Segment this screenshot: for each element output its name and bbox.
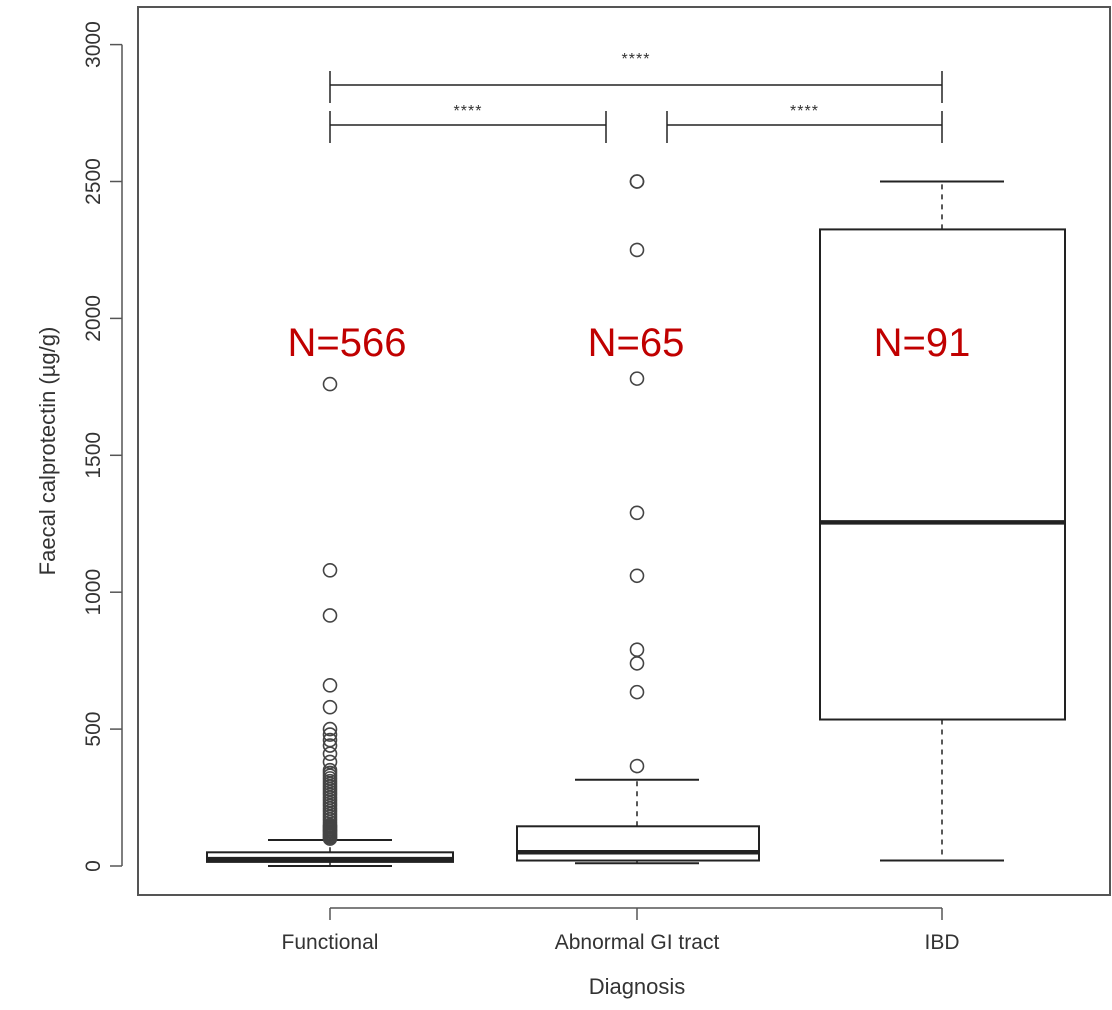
outlier-point (629, 642, 645, 657)
y-tick-label: 1000 (82, 569, 105, 616)
significance-bracket: **** (329, 103, 607, 143)
significance-bracket: **** (666, 103, 943, 143)
x-tick-label: Abnormal GI tract (555, 931, 720, 954)
n-label: N=566 (288, 321, 407, 365)
outlier-point (629, 174, 645, 189)
x-tick-label: IBD (924, 931, 959, 954)
n-labels-layer: N=566 N=65 N=91 (288, 321, 971, 365)
box-group (206, 376, 454, 867)
outlier-point (322, 376, 338, 392)
y-tick-label: 1500 (82, 432, 105, 479)
y-tick-label: 500 (82, 712, 105, 747)
y-tick-label: 2000 (82, 295, 105, 342)
y-tick-label: 0 (82, 860, 105, 872)
box-iqr (516, 825, 760, 862)
y-axis-title: Faecal calprotectin (µg/g) (35, 327, 60, 576)
n-label: N=91 (874, 321, 971, 365)
significance-label: **** (790, 103, 819, 120)
significance-label: **** (622, 51, 651, 68)
outlier-point (629, 656, 645, 671)
outlier-point (322, 699, 338, 715)
outlier-point (629, 684, 645, 700)
significance-label: **** (454, 103, 483, 120)
x-axis: Functional Abnormal GI tract IBD (282, 907, 960, 954)
x-tick-label: Functional (282, 931, 379, 954)
plot-frame (137, 6, 1111, 896)
outlier-point (322, 727, 338, 742)
x-axis-title: Diagnosis (589, 974, 686, 999)
outlier-point (322, 738, 338, 753)
boxes-layer (206, 174, 1066, 867)
outlier-point (629, 758, 645, 774)
significance-layer: **** **** **** (329, 51, 943, 143)
outlier-point (629, 505, 645, 521)
outlier-point (629, 371, 645, 386)
y-tick-label: 3000 (82, 21, 105, 68)
outlier-point (322, 562, 338, 578)
n-label: N=65 (588, 321, 685, 365)
box-group (819, 180, 1066, 862)
y-axis: 0 500 1000 1500 2000 2500 3000 (82, 21, 123, 872)
outlier-point (629, 242, 645, 258)
box-iqr (819, 228, 1066, 721)
outlier-point (322, 608, 338, 623)
outlier-point (629, 568, 645, 584)
outlier-point (322, 677, 338, 693)
significance-bracket: **** (329, 51, 943, 103)
outlier-point (322, 721, 338, 737)
box-group (516, 174, 760, 865)
y-tick-label: 2500 (82, 158, 105, 205)
outlier-point (322, 831, 338, 846)
outlier-point (322, 746, 338, 762)
